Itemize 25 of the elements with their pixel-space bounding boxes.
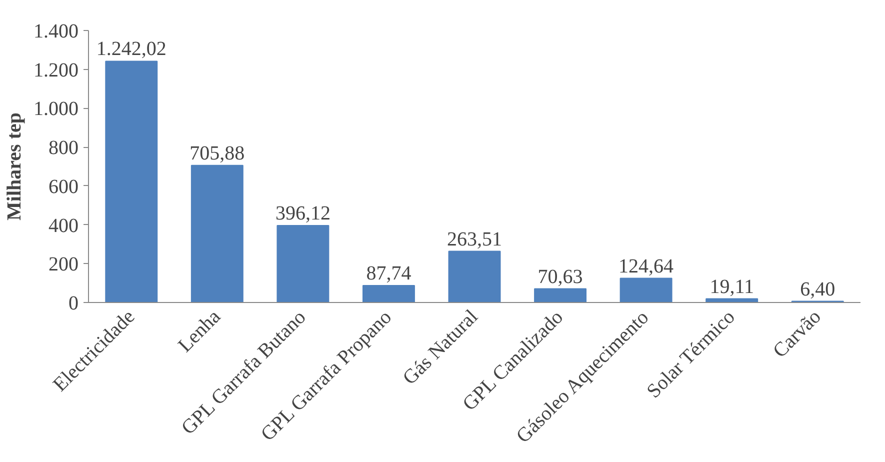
data-label: 6,40 xyxy=(800,278,836,300)
bar xyxy=(190,164,244,302)
y-tick-label: 400 xyxy=(48,214,78,237)
data-label: 87,74 xyxy=(366,262,412,284)
y-tick-label: 1.200 xyxy=(34,59,78,82)
bar xyxy=(362,284,415,302)
y-tick-label: 1.400 xyxy=(34,20,78,42)
bar xyxy=(620,278,672,302)
data-label: 70,63 xyxy=(538,266,583,288)
y-tick-label: 1.000 xyxy=(34,98,78,120)
bar xyxy=(534,288,587,302)
y-tick-label: 600 xyxy=(48,176,78,198)
y-tick-label: 200 xyxy=(48,254,78,276)
y-axis-title: Milhares tep xyxy=(4,112,26,220)
bar xyxy=(448,250,501,302)
bar xyxy=(105,60,158,302)
data-label: 396,12 xyxy=(275,202,330,225)
data-label: 263,51 xyxy=(447,228,502,250)
y-tick-label: 0 xyxy=(68,292,78,314)
data-label: 19,11 xyxy=(710,276,754,298)
data-label: 705,88 xyxy=(190,142,245,164)
y-tick-label: 800 xyxy=(48,137,78,160)
data-label: 124,64 xyxy=(618,255,674,278)
bar xyxy=(276,225,330,302)
data-label: 1.242,02 xyxy=(96,38,166,60)
